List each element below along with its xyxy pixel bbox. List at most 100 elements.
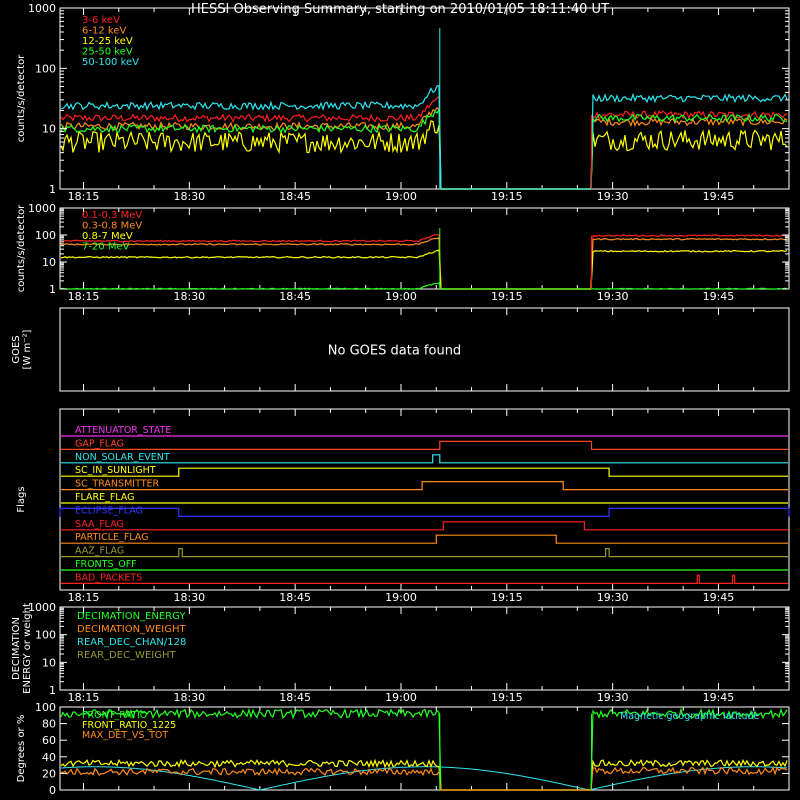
xray_low-legend-item: 12-25 keV	[82, 36, 133, 47]
goes-message: No GOES data found	[328, 344, 461, 359]
xray_high-ytick-label: 10	[42, 256, 56, 269]
decimation-ytick-label: 100	[35, 629, 56, 642]
flags-ylabel: Flags	[16, 486, 27, 512]
pointing-legend-item: FRONT_RATIO_1225	[82, 720, 176, 731]
flags-xtick-label: 19:15	[491, 591, 523, 604]
pointing-ytick-label: 60	[42, 734, 56, 747]
decimation-xtick-label: 19:45	[703, 691, 735, 704]
xray_high-xtick-label: 19:15	[491, 290, 523, 303]
xray_low-series-line	[60, 107, 788, 190]
xray_high-ytick-label: 1	[49, 283, 56, 296]
flag-line-saa_flag	[61, 521, 788, 531]
decimation-ylabel: DECIMATION	[11, 617, 22, 680]
pointing-latitude-curve	[60, 766, 788, 791]
decimation-xtick-label: 18:30	[173, 691, 205, 704]
pointing-ytick-label: 40	[42, 751, 56, 764]
xray_low-legend-item: 25-50 keV	[82, 47, 133, 58]
xray_high-ylabel: counts/s/detector	[16, 204, 27, 292]
flag-label-eclipse_flag: ECLIPSE_FLAG	[75, 505, 143, 516]
xray_low-xtick-label: 19:15	[491, 190, 523, 203]
decimation-xtick-label: 19:15	[491, 691, 523, 704]
flag-label-sc_in_sunlight: SC_IN_SUNLIGHT	[75, 465, 156, 476]
xray_low-ytick-label: 1000	[28, 2, 56, 15]
pointing-ytick-label: 80	[42, 718, 56, 731]
xray_low-legend-item: 3-6 keV	[82, 15, 120, 26]
goes-ylabel: GOES	[11, 335, 22, 363]
flag-line-non_solar_event	[61, 454, 788, 464]
flag-label-particle_flag: PARTICLE_FLAG	[75, 532, 148, 543]
flags-xtick-label: 19:45	[703, 591, 735, 604]
decimation-xtick-label: 19:30	[597, 691, 629, 704]
xray_low-xtick-label: 19:45	[703, 190, 735, 203]
pointing-ytick-label: 20	[42, 767, 56, 780]
decimation-xtick-label: 19:00	[385, 691, 417, 704]
xray_high-legend-item: 0.8-7 MeV	[82, 231, 133, 242]
xray_high-xtick-label: 18:45	[279, 290, 311, 303]
flag-label-flare_flag: FLARE_FLAG	[75, 492, 135, 503]
flag-label-attenuator_state: ATTENUATOR_STATE	[75, 425, 171, 436]
xray_low-series-line	[60, 120, 788, 190]
flag-label-bad_packets: BAD_PACKETS	[75, 572, 142, 583]
pointing-ytick-label: 0	[49, 784, 56, 797]
xray_high-series-line	[60, 237, 787, 290]
flag-line-particle_flag	[61, 534, 788, 544]
xray_low-xtick-label: 19:30	[597, 190, 629, 203]
xray_high-xtick-label: 18:15	[68, 290, 100, 303]
flag-label-saa_flag: SAA_FLAG	[75, 519, 124, 530]
flags-xtick-label: 19:30	[597, 591, 629, 604]
xray_low-ylabel: counts/s/detector	[16, 54, 27, 142]
xray_high-frame	[59, 207, 790, 290]
pointing-series-line	[60, 707, 788, 791]
flag-label-aaz_flag: AAZ_FLAG	[75, 546, 124, 557]
pointing-frame	[59, 706, 790, 791]
flag-line-sc_in_sunlight	[61, 467, 788, 477]
flag-label-non_solar_event: NON_SOLAR_EVENT	[75, 452, 170, 463]
pointing-annotation: Magnetic geographic latitude	[620, 711, 760, 722]
xray_low-series-line	[60, 107, 788, 190]
xray_high-legend-item: 0.3-0.8 MeV	[82, 221, 142, 232]
decimation-legend-item: REAR_DEC_WEIGHT	[77, 650, 176, 661]
pointing-legend-item: FRONT_RATIO	[82, 710, 147, 721]
flags-xtick-label: 18:45	[279, 591, 311, 604]
xray_high-series-line	[61, 249, 788, 290]
figure-title: HESSI Observing Summary, starting on 201…	[191, 2, 609, 17]
flag-line-aaz_flag	[61, 548, 788, 558]
flags-frame	[59, 408, 790, 591]
xray_low-ytick-label: 1	[49, 183, 56, 196]
pointing-series-line	[60, 766, 788, 791]
decimation-ytick-label: 1	[49, 684, 56, 697]
decimation-ylabel: ENERGY or weight	[22, 603, 33, 694]
xray_low-legend-item: 50-100 keV	[82, 57, 139, 68]
xray_low-xtick-label: 19:00	[385, 190, 417, 203]
xray_high-ytick-label: 1000	[28, 202, 56, 215]
decimation-legend-item: DECIMATION_ENERGY	[77, 611, 186, 622]
pointing-series-line	[60, 758, 788, 791]
flag-line-bad_packets	[61, 574, 788, 584]
decimation-frame	[59, 606, 790, 691]
xray_high-series-line	[60, 234, 788, 290]
decimation-ytick-label: 10	[42, 656, 56, 669]
xray_low-xtick-label: 18:15	[68, 190, 100, 203]
xray_high-xtick-label: 19:30	[597, 290, 629, 303]
xray_low-frame	[59, 7, 790, 190]
flag-line-eclipse_flag	[59, 507, 790, 517]
xray_low-ytick-label: 100	[35, 62, 56, 75]
xray_low-legend-item: 6-12 keV	[82, 26, 126, 37]
xray_high-legend-item: 0.1-0.3 MeV	[82, 210, 142, 221]
decimation-xtick-label: 18:15	[68, 691, 100, 704]
flag-label-fronts_off: FRONTS_OFF	[75, 559, 137, 570]
xray_high-xtick-label: 18:30	[173, 290, 205, 303]
xray_low-ytick-label: 10	[42, 123, 56, 136]
decimation-xtick-label: 18:45	[279, 691, 311, 704]
flags-xtick-label: 18:15	[68, 591, 100, 604]
goes-ylabel: [W m⁻²]	[22, 329, 33, 369]
xray_high-series-line	[60, 282, 787, 290]
flag-label-gap_flag: GAP_FLAG	[75, 438, 124, 449]
pointing-legend-item: MAX_DET_VS_TOT	[82, 730, 168, 741]
decimation-ytick-label: 1000	[28, 601, 56, 614]
flag-label-sc_transmitter: SC_TRANSMITTER	[75, 479, 160, 490]
xray_low-xtick-label: 18:30	[173, 190, 205, 203]
xray_high-xtick-label: 19:00	[385, 290, 417, 303]
decimation-legend-item: REAR_DEC_CHAN/128	[77, 637, 186, 648]
